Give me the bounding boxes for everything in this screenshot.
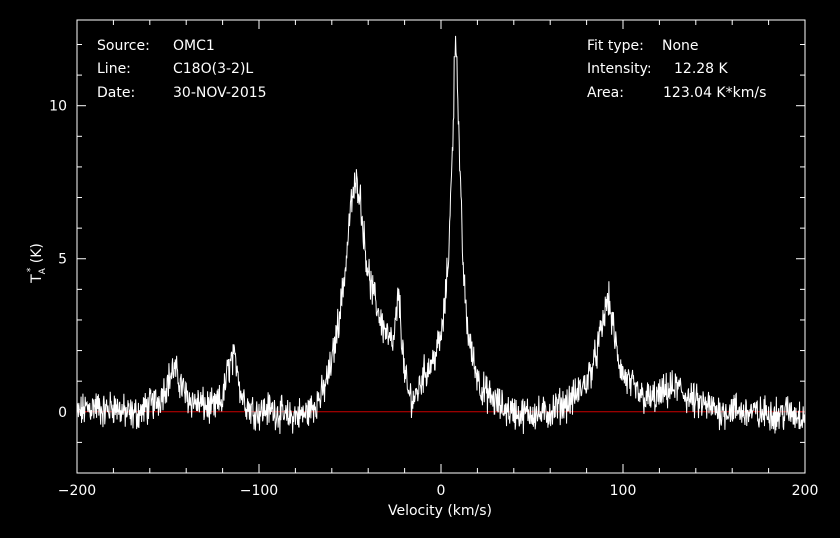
x-tick-label: −100: [240, 483, 278, 499]
svg-text:TA* (K): TA* (K): [26, 243, 48, 284]
source-label: Source:: [97, 38, 150, 54]
axis-ticks: [76, 20, 806, 473]
source-value: OMC1: [173, 38, 215, 54]
x-tick-label: 100: [610, 483, 637, 499]
y-axis-label-superscript: *: [26, 267, 36, 272]
x-tick-label: −200: [58, 483, 96, 499]
x-tick-label: 200: [792, 483, 819, 499]
line-value: C18O(3-2)L: [173, 61, 253, 77]
y-axis-label-unit: (K): [29, 243, 45, 268]
header-info-left: Source: OMC1 Line: C18O(3-2)L Date: 30-N…: [97, 38, 267, 101]
area-value: 123.04 K*km/s: [663, 85, 766, 101]
x-axis-label: Velocity (km/s): [388, 503, 492, 519]
y-axis-label-subscript: A: [38, 267, 48, 274]
y-axis-label-main: T: [29, 274, 45, 284]
y-tick-label: 0: [58, 405, 67, 421]
y-tick-label: 10: [49, 99, 67, 115]
fit-type-value: None: [662, 38, 699, 54]
intensity-label: Intensity:: [587, 61, 652, 77]
x-tick-label: 0: [437, 483, 446, 499]
spectrum-line: [76, 35, 806, 435]
y-axis-label: TA* (K): [26, 243, 48, 284]
plot-frame: [76, 19, 806, 474]
header-info-right: Fit type: None Intensity: 12.28 K Area: …: [587, 38, 766, 101]
line-label: Line:: [97, 61, 131, 77]
axis-tick-labels: −200 −100 0 100 200 0 5 10: [49, 99, 818, 499]
fit-type-label: Fit type:: [587, 38, 644, 54]
date-value: 30-NOV-2015: [173, 85, 267, 101]
y-tick-label: 5: [58, 252, 67, 268]
area-label: Area:: [587, 85, 624, 101]
intensity-value: 12.28 K: [674, 61, 729, 77]
date-label: Date:: [97, 85, 135, 101]
